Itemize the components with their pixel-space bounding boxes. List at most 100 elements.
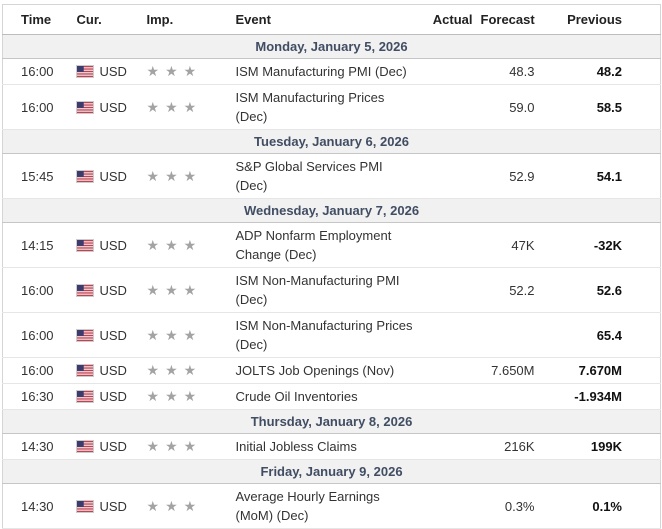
day-header-label: Wednesday, January 7, 2026 xyxy=(2,198,661,223)
currency-cell: USD xyxy=(68,58,139,85)
currency-label: USD xyxy=(99,363,127,378)
forecast-value: 52.2 xyxy=(480,267,543,313)
event-time: 14:15 xyxy=(2,222,69,268)
us-flag-icon xyxy=(75,65,94,78)
us-flag-icon xyxy=(75,328,94,342)
previous-value: 48.2 xyxy=(542,58,661,85)
event-time: 16:30 xyxy=(2,383,69,410)
table-row: 15:45 USD ★ ★ ★ S&P Global Services PMI (D… xyxy=(2,153,661,199)
star-icon: ★ xyxy=(165,438,178,454)
currency-cell: USD xyxy=(68,267,139,313)
star-icon: ★ xyxy=(165,63,178,79)
importance-stars: ★ ★ ★ xyxy=(138,153,227,199)
column-header-actual: Actual xyxy=(422,4,481,35)
forecast-value: 52.9 xyxy=(480,153,543,199)
event-name[interactable]: Crude Oil Inventories xyxy=(235,389,358,404)
currency-label: USD xyxy=(99,99,127,115)
event-name[interactable]: ISM Manufacturing PMI (Dec) xyxy=(235,64,407,79)
event-name[interactable]: ISM Manufacturing Prices (Dec) xyxy=(235,90,385,124)
actual-value xyxy=(422,357,481,384)
table-row: 16:00 USD ★ ★ ★ ISM Non-Manufacturing Pric… xyxy=(2,312,661,358)
currency-label: USD xyxy=(99,498,127,514)
day-header-label: Monday, January 5, 2026 xyxy=(2,34,661,59)
column-header-previous: Previous xyxy=(542,4,661,35)
forecast-value xyxy=(480,312,543,358)
actual-value xyxy=(422,58,481,85)
us-flag-icon xyxy=(75,440,94,453)
previous-value: 7.670M xyxy=(542,357,661,384)
importance-stars: ★ ★ ★ xyxy=(138,483,227,529)
currency-label: USD xyxy=(99,64,127,79)
currency-label: USD xyxy=(99,168,127,184)
currency-cell: USD xyxy=(68,153,139,199)
column-header-currency: Cur. xyxy=(68,4,139,35)
day-separator-row: Monday, January 5, 2026 xyxy=(2,34,661,59)
event-time: 16:00 xyxy=(2,84,69,130)
star-icon: ★ xyxy=(183,497,197,514)
event-name[interactable]: JOLTS Job Openings (Nov) xyxy=(235,363,395,378)
currency-cell: USD xyxy=(68,483,139,529)
actual-value xyxy=(422,267,481,313)
previous-value: 52.6 xyxy=(542,267,661,313)
previous-value: -32K xyxy=(542,222,661,268)
table-row: 16:00 USD ★ ★ ★ JOLTS Job Openings (Nov) 7… xyxy=(2,357,661,384)
table-row: 14:30 USD ★ ★ ★ Initial Jobless Claims 216… xyxy=(2,433,661,460)
star-icon: ★ xyxy=(165,167,178,184)
star-icon: ★ xyxy=(183,326,197,343)
star-icon: ★ xyxy=(183,362,197,378)
star-icon: ★ xyxy=(146,98,160,115)
star-icon: ★ xyxy=(146,63,160,79)
currency-label: USD xyxy=(99,282,127,298)
forecast-value: 47K xyxy=(480,222,543,268)
column-header-importance: Imp. xyxy=(138,4,227,35)
importance-stars: ★ ★ ★ xyxy=(138,433,227,460)
actual-value xyxy=(422,312,481,358)
calendar-header: Time Cur. Imp. Event Actual Forecast Pre… xyxy=(2,4,661,35)
star-icon: ★ xyxy=(183,236,197,253)
star-icon: ★ xyxy=(146,362,160,378)
event-time: 16:00 xyxy=(2,58,69,85)
forecast-value: 216K xyxy=(480,433,543,460)
currency-label: USD xyxy=(99,389,127,404)
event-name[interactable]: S&P Global Services PMI (Dec) xyxy=(235,159,383,193)
star-icon: ★ xyxy=(146,236,160,253)
star-icon: ★ xyxy=(146,326,160,343)
us-flag-icon xyxy=(75,390,94,403)
table-row: 16:00 USD ★ ★ ★ ISM Non-Manufacturing PMI … xyxy=(2,267,661,313)
event-name[interactable]: ISM Non-Manufacturing Prices (Dec) xyxy=(235,318,413,352)
us-flag-icon xyxy=(75,238,94,252)
actual-value xyxy=(422,153,481,199)
calendar-body: Monday, January 5, 2026 16:00 USD ★ ★ ★ IS… xyxy=(2,34,661,529)
table-row: 16:30 USD ★ ★ ★ Crude Oil Inventories -1.9… xyxy=(2,383,661,410)
forecast-value: 7.650M xyxy=(480,357,543,384)
star-icon: ★ xyxy=(165,236,178,253)
event-name[interactable]: ISM Non-Manufacturing PMI (Dec) xyxy=(235,273,400,307)
actual-value xyxy=(422,383,481,410)
event-time: 14:30 xyxy=(2,433,69,460)
event-name[interactable]: Average Hourly Earnings (MoM) (Dec) xyxy=(235,489,380,523)
currency-label: USD xyxy=(99,439,127,454)
importance-stars: ★ ★ ★ xyxy=(138,84,227,130)
event-time: 15:45 xyxy=(2,153,69,199)
currency-cell: USD xyxy=(68,222,139,268)
previous-value: 58.5 xyxy=(542,84,661,130)
currency-cell: USD xyxy=(68,433,139,460)
star-icon: ★ xyxy=(165,388,178,404)
star-icon: ★ xyxy=(183,281,197,298)
importance-stars: ★ ★ ★ xyxy=(138,222,227,268)
event-name[interactable]: ADP Nonfarm Employment Change (Dec) xyxy=(235,228,392,262)
star-icon: ★ xyxy=(183,63,197,79)
forecast-value: 0.3% xyxy=(480,483,543,529)
currency-label: USD xyxy=(99,237,127,253)
day-header-label: Friday, January 9, 2026 xyxy=(2,459,661,484)
forecast-value: 48.3 xyxy=(480,58,543,85)
us-flag-icon xyxy=(75,169,94,183)
importance-stars: ★ ★ ★ xyxy=(138,383,227,410)
star-icon: ★ xyxy=(183,388,197,404)
column-header-event: Event xyxy=(226,4,423,35)
event-name[interactable]: Initial Jobless Claims xyxy=(235,439,357,454)
forecast-value: 59.0 xyxy=(480,84,543,130)
previous-value: -1.934M xyxy=(542,383,661,410)
actual-value xyxy=(422,483,481,529)
table-row: 16:00 USD ★ ★ ★ ISM Manufacturing Prices (… xyxy=(2,84,661,130)
